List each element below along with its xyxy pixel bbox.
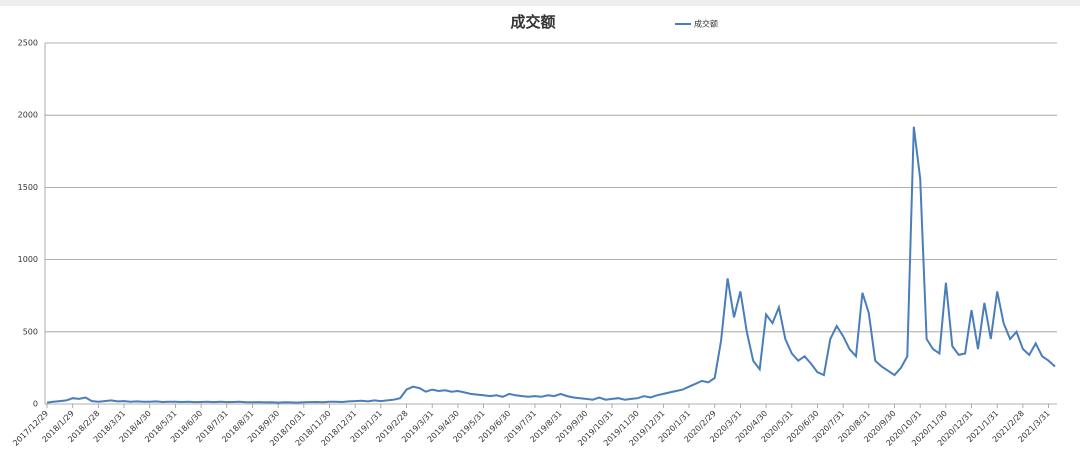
chart-title: 成交额 [510,13,555,31]
y-tick-label: 1500 [18,183,38,192]
legend-label: 成交额 [694,19,718,29]
y-tick-label: 2500 [18,39,38,48]
y-tick-label: 1000 [18,255,38,264]
y-tick-label: 500 [23,327,38,336]
data-line [46,126,1056,404]
top-strip [0,0,1080,6]
y-tick-label: 2000 [18,111,38,120]
y-tick-label: 0 [33,400,38,409]
